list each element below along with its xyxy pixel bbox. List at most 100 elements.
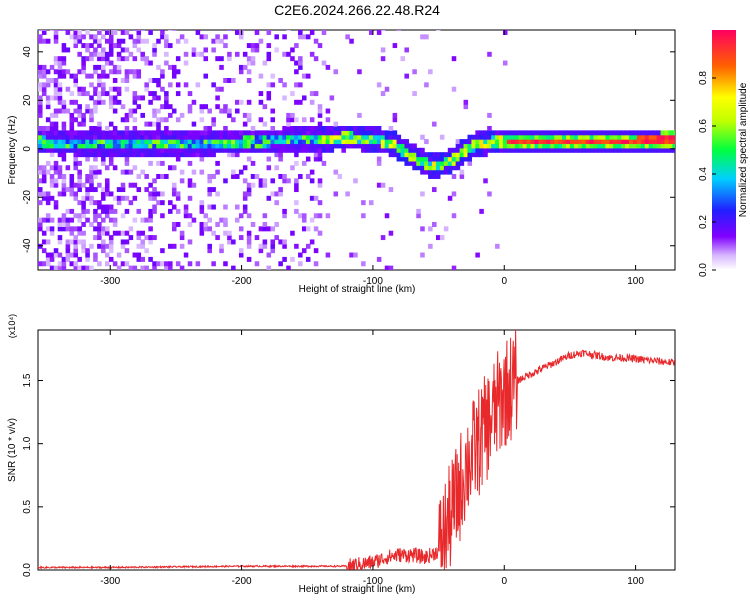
spectrogram-cell bbox=[333, 169, 339, 175]
spectrogram-cell bbox=[77, 121, 82, 127]
spectrogram-cell bbox=[321, 130, 327, 136]
spectrogram-cell bbox=[305, 139, 311, 145]
spectrogram-cell bbox=[171, 30, 177, 31]
spectrogram-cell bbox=[168, 43, 173, 49]
spectrogram-cell bbox=[317, 182, 323, 188]
spectrogram-cell bbox=[187, 147, 193, 153]
spectrogram-cell bbox=[93, 108, 98, 114]
spectrogram-cell bbox=[305, 147, 311, 153]
spectrogram-cell bbox=[156, 160, 161, 166]
spectrogram-cell bbox=[148, 30, 153, 31]
spectrogram-cell bbox=[290, 143, 295, 149]
spectrogram-cell bbox=[191, 169, 197, 175]
spectrogram-cell bbox=[329, 130, 335, 136]
spectrogram-cell bbox=[203, 147, 209, 153]
spectrogram-cell bbox=[246, 134, 252, 140]
spectrogram-cell bbox=[455, 160, 461, 166]
spectrogram-cell bbox=[660, 130, 666, 136]
spectrogram-cell bbox=[290, 112, 295, 118]
spectrogram-cell bbox=[89, 182, 94, 188]
spectrogram-cell bbox=[77, 265, 82, 270]
spectrogram-cell bbox=[309, 30, 315, 35]
spectrogram-cell bbox=[621, 143, 626, 149]
spectrogram-cell bbox=[376, 30, 382, 35]
spectrogram-cell bbox=[140, 265, 145, 270]
spectrogram-cell bbox=[38, 165, 43, 171]
spectrogram-cell bbox=[471, 152, 476, 158]
spectrogram-cell bbox=[97, 121, 102, 127]
spectrogram-cell bbox=[112, 126, 118, 131]
spectrogram-cell bbox=[101, 86, 106, 92]
spectrogram-cell bbox=[101, 134, 106, 140]
spectrogram-cell bbox=[301, 248, 307, 254]
spectrogram-cell bbox=[120, 139, 126, 145]
spectrogram-cell bbox=[250, 43, 256, 49]
spectrogram-cell bbox=[349, 143, 354, 149]
spectrogram-cell bbox=[538, 143, 543, 149]
spectrogram-cell bbox=[361, 143, 366, 149]
spectrogram-cell bbox=[168, 64, 173, 70]
spectrogram-cell bbox=[266, 30, 272, 35]
spectrogram-cell bbox=[124, 248, 130, 254]
spectrogram-cell bbox=[164, 139, 169, 145]
spectrogram-cell bbox=[144, 187, 149, 193]
spectrogram-cell bbox=[101, 204, 106, 210]
spectrogram-cell bbox=[246, 243, 252, 249]
spectrogram-cell bbox=[128, 169, 134, 175]
colorbar: 0.00.20.40.60.8 Normalized spectral ampl… bbox=[698, 30, 749, 277]
spectrogram-cell bbox=[538, 139, 543, 145]
spectrogram-cell bbox=[644, 143, 650, 149]
spectrogram-cell bbox=[187, 108, 193, 114]
spectrogram-cell bbox=[636, 130, 642, 136]
spectrogram-cell bbox=[152, 95, 157, 101]
spectrogram-cell bbox=[73, 239, 79, 245]
spectrogram-cell bbox=[89, 222, 94, 227]
spectrogram-cell bbox=[41, 30, 47, 31]
spectrogram-cell bbox=[81, 243, 86, 249]
spectrogram-cell bbox=[309, 99, 315, 105]
spectrogram-cell bbox=[278, 156, 283, 162]
colorbar-tick-label: 0.6 bbox=[698, 119, 709, 133]
spectrogram-cell bbox=[175, 117, 181, 123]
spectrogram-cell bbox=[294, 208, 299, 214]
spectrogram-cell bbox=[266, 139, 272, 145]
spectrogram-cell bbox=[298, 213, 303, 219]
spectrogram-cell bbox=[41, 217, 47, 223]
spectrogram-cell bbox=[97, 182, 102, 188]
spectrogram-cell bbox=[101, 226, 106, 232]
spectrogram-cell bbox=[73, 156, 79, 162]
spectrogram-cell bbox=[353, 178, 358, 184]
spectrogram-cell bbox=[341, 143, 346, 149]
spectrogram-cell bbox=[89, 117, 94, 123]
spectrogram-cell bbox=[487, 130, 492, 136]
spectrogram-cell bbox=[309, 239, 315, 245]
spectrogram-cell bbox=[483, 152, 488, 158]
spectrogram-cell bbox=[569, 143, 575, 149]
spectrogram-cell bbox=[57, 99, 63, 105]
spectrogram-cell bbox=[238, 213, 244, 219]
spectrogram-cell bbox=[298, 252, 303, 258]
spectrogram-cell bbox=[136, 256, 142, 262]
spectrogram-cell bbox=[290, 130, 295, 136]
spectrogram-cell bbox=[120, 243, 126, 249]
spectrogram-cell bbox=[309, 178, 315, 184]
spectrogram-cell bbox=[195, 143, 201, 149]
spectrogram-cell bbox=[38, 130, 43, 136]
spectrogram-cell bbox=[479, 134, 484, 140]
spectrogram-cell bbox=[294, 43, 299, 49]
spectrogram-cell bbox=[617, 130, 622, 136]
spectrogram-cell bbox=[290, 165, 295, 171]
spectrogram-cell bbox=[53, 86, 59, 92]
spectrogram-cell bbox=[77, 178, 82, 184]
spectrogram-cell bbox=[53, 200, 59, 206]
spectrogram-cell bbox=[97, 73, 102, 79]
spectrogram-cell bbox=[207, 152, 212, 158]
spectrogram-cell bbox=[246, 117, 252, 123]
spectrogram-cell bbox=[148, 226, 153, 232]
spectrogram-cell bbox=[116, 91, 122, 97]
spectrogram-cell bbox=[49, 143, 55, 149]
spectrogram-cell bbox=[447, 147, 453, 153]
spectrogram-cell bbox=[97, 147, 102, 153]
spectrogram-cell bbox=[120, 134, 126, 140]
spectrogram-cell bbox=[183, 51, 189, 57]
